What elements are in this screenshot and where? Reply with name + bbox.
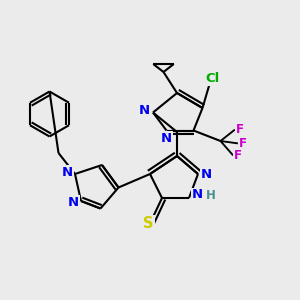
Text: N: N bbox=[68, 196, 79, 209]
Text: F: F bbox=[236, 123, 244, 136]
Text: S: S bbox=[143, 216, 154, 231]
Text: F: F bbox=[234, 149, 242, 162]
Text: N: N bbox=[61, 166, 73, 179]
Text: N: N bbox=[192, 188, 203, 202]
Text: N: N bbox=[161, 132, 172, 146]
Text: N: N bbox=[138, 104, 150, 117]
Text: N: N bbox=[201, 167, 212, 181]
Text: H: H bbox=[206, 189, 215, 202]
Text: F: F bbox=[239, 137, 247, 150]
Text: Cl: Cl bbox=[206, 72, 220, 86]
